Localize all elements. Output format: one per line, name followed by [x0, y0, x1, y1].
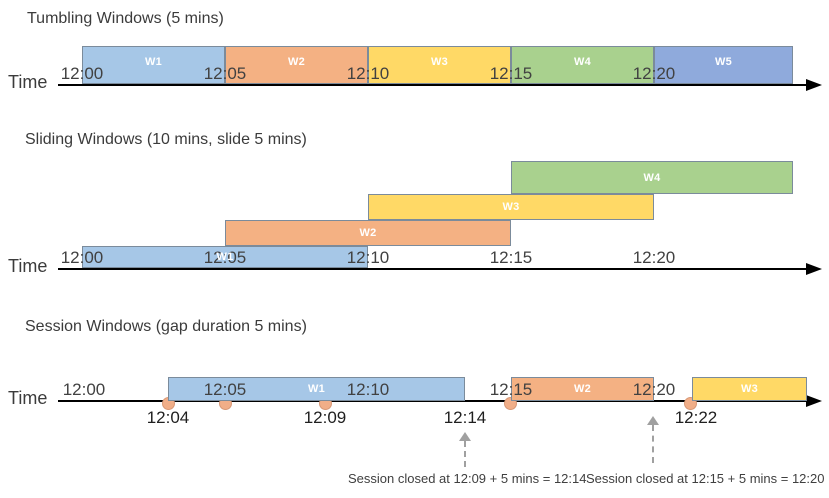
session-timeline: [58, 400, 808, 402]
tumbling-timeline-arrow-icon: [806, 79, 822, 91]
event-time-label: 12:22: [674, 408, 718, 427]
tumbling-window-w1-label: W1: [144, 56, 163, 68]
sliding-tick-label: 12:20: [632, 248, 676, 267]
event-time-label: 12:14: [443, 408, 487, 427]
sliding-window-w3: W3: [368, 194, 654, 220]
tumbling-window-w4: W4: [511, 46, 654, 84]
session-tick-label: 12:20: [632, 380, 676, 399]
tumbling-tick-label: 12:00: [60, 64, 104, 83]
event-time-label: 12:09: [303, 408, 347, 427]
session-close-note: Session closed at 12:09 + 5 mins = 12:14: [348, 471, 587, 486]
session-window-w3-label: W3: [740, 383, 759, 395]
tumbling-tick-label: 12:15: [489, 64, 533, 83]
session-tick-label: 12:00: [62, 380, 106, 399]
tumbling-section-title: Tumbling Windows (5 mins): [27, 10, 224, 27]
session-tick-label: 12:10: [346, 380, 390, 399]
session-close-arrow-stem: [464, 441, 466, 467]
sliding-section-title: Sliding Windows (10 mins, slide 5 mins): [25, 131, 307, 148]
session-window-w2: W2: [511, 377, 654, 401]
session-close-note: Session closed at 12:15 + 5 mins = 12:20: [586, 471, 825, 486]
session-close-arrow-icon: [459, 432, 471, 441]
session-window-w3: W3: [692, 377, 807, 401]
sliding-tick-label: 12:15: [489, 248, 533, 267]
session-tick-label: 12:15: [489, 380, 533, 399]
session-tick-label: 12:05: [203, 380, 247, 399]
sliding-window-w4: W4: [511, 161, 793, 194]
session-close-arrow-icon: [647, 416, 659, 425]
tumbling-time-axis-label: Time: [8, 72, 48, 92]
sliding-window-w2-label: W2: [359, 227, 377, 239]
sliding-window-w2: W2: [225, 220, 511, 246]
sliding-window-w3-label: W3: [502, 201, 520, 213]
sliding-window-w4-label: W4: [643, 171, 661, 184]
session-time-axis-label: Time: [8, 388, 48, 408]
tumbling-window-w5-label: W5: [714, 56, 733, 68]
sliding-timeline-arrow-icon: [806, 263, 822, 275]
session-window-w2-label: W2: [573, 383, 592, 395]
tumbling-timeline: [58, 84, 808, 86]
sliding-timeline: [58, 268, 808, 270]
tumbling-window-w3-label: W3: [430, 56, 449, 68]
sliding-window-w1: W1: [82, 246, 368, 268]
session-section-title: Session Windows (gap duration 5 mins): [25, 318, 307, 335]
tumbling-window-w4-label: W4: [573, 56, 592, 68]
sliding-time-axis-label: Time: [8, 256, 48, 276]
session-close-arrow-stem: [652, 425, 654, 463]
tumbling-window-w3: W3: [368, 46, 511, 84]
session-timeline-arrow-icon: [806, 395, 822, 407]
tumbling-window-w2: W2: [225, 46, 368, 84]
session-window-w1: W1: [168, 377, 465, 401]
sliding-tick-label: 12:10: [346, 248, 390, 267]
tumbling-tick-label: 12:05: [203, 64, 247, 83]
tumbling-window-w1: W1: [82, 46, 225, 84]
event-time-label: 12:04: [146, 408, 190, 427]
tumbling-window-w5: W5: [654, 46, 793, 84]
tumbling-window-w2-label: W2: [287, 56, 306, 68]
session-window-w1-label: W1: [307, 383, 326, 395]
sliding-window-w1-label: W1: [216, 251, 234, 263]
sliding-tick-label: 12:00: [60, 248, 104, 267]
tumbling-tick-label: 12:20: [632, 64, 676, 83]
sliding-tick-label: 12:05: [203, 248, 247, 267]
tumbling-tick-label: 12:10: [346, 64, 390, 83]
